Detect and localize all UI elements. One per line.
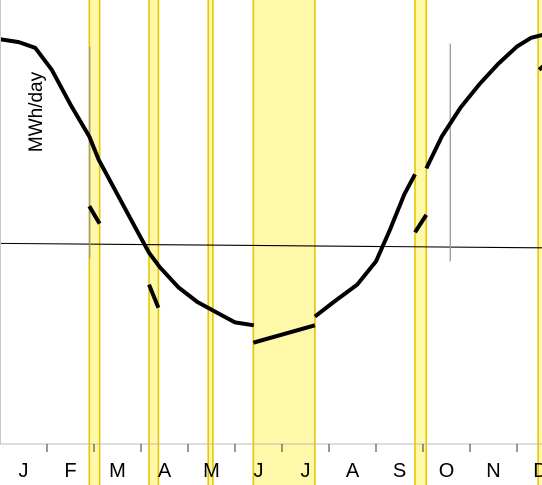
series-line-7 — [537, 64, 542, 72]
highlight-band-2 — [208, 0, 213, 485]
x-tick-label-6: J — [301, 460, 311, 482]
highlight-band-5 — [538, 0, 542, 485]
highlight-band-3 — [253, 0, 315, 485]
highlight-band-4 — [415, 0, 427, 485]
highlight-band-1 — [148, 0, 159, 485]
series-line-0 — [0, 37, 255, 328]
highlight-band-0 — [89, 0, 100, 485]
x-tick-label-3: A — [158, 460, 172, 482]
series-line-5 — [413, 213, 428, 234]
x-tick-label-8: S — [393, 460, 406, 482]
data-lines — [0, 33, 542, 345]
x-tick-label-1: F — [64, 460, 76, 482]
trend-line — [0, 242, 542, 249]
x-tick-label-10: N — [486, 460, 500, 482]
series-line-2 — [147, 283, 161, 309]
series-line-1 — [87, 205, 102, 225]
x-tick-label-9: O — [439, 460, 455, 482]
x-tick-label-2: M — [109, 460, 126, 482]
x-tick-label-11: D — [533, 460, 542, 482]
x-tick-label-4: M — [203, 460, 220, 482]
x-tick-label-0: J — [19, 460, 29, 482]
y-axis-label: MWh/day — [26, 71, 47, 152]
series-line-6 — [424, 33, 542, 170]
x-tick-label-7: A — [346, 460, 360, 482]
x-tick-label-5: J — [254, 460, 264, 482]
series-line-4 — [313, 173, 417, 319]
series-line-3 — [252, 323, 316, 345]
highlight-bands — [88, 0, 542, 485]
reference-lines — [0, 43, 542, 262]
